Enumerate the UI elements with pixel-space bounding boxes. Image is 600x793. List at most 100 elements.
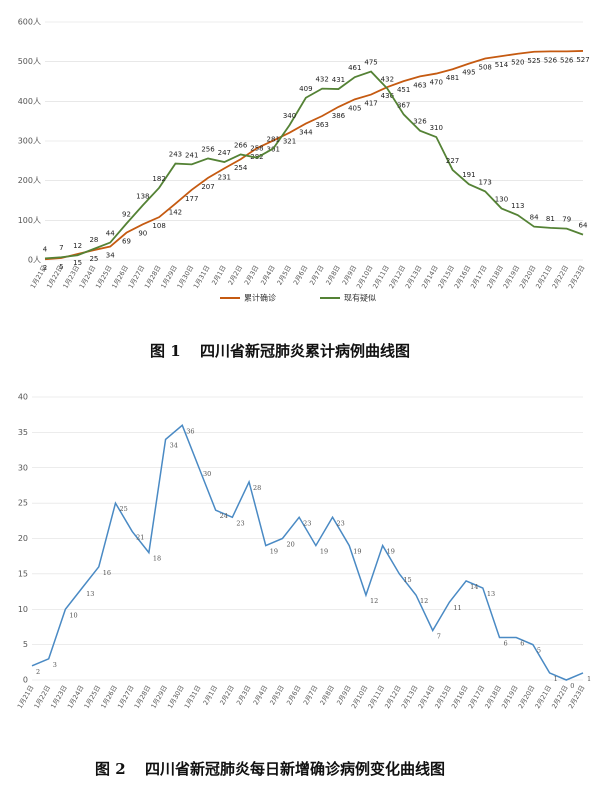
x-tick-label: 2月4日 xyxy=(252,684,270,706)
data-label: 90 xyxy=(138,229,147,237)
data-label: 191 xyxy=(462,171,475,179)
y-tick-label: 40 xyxy=(18,393,28,402)
data-label: 475 xyxy=(364,59,377,67)
data-label: 461 xyxy=(348,64,361,72)
data-label: 432 xyxy=(381,76,394,84)
data-label: 417 xyxy=(364,100,377,108)
data-label: 451 xyxy=(397,86,410,94)
data-label: 10 xyxy=(69,611,77,619)
data-label: 310 xyxy=(430,124,443,132)
data-label: 514 xyxy=(495,61,509,69)
data-label: 4 xyxy=(43,245,48,253)
data-label: 34 xyxy=(170,441,178,449)
y-tick-label: 20 xyxy=(18,534,28,543)
data-label: 367 xyxy=(397,101,410,109)
data-label: 5 xyxy=(59,263,63,271)
data-label: 344 xyxy=(299,129,313,137)
y-tick-label: 35 xyxy=(18,428,28,437)
data-label: 340 xyxy=(283,112,296,120)
data-label: 36 xyxy=(186,427,194,435)
data-label: 6 xyxy=(504,640,508,648)
data-label: 386 xyxy=(332,112,346,120)
data-label: 19 xyxy=(353,548,361,556)
data-label: 495 xyxy=(462,69,475,77)
data-label: 258 xyxy=(250,145,263,153)
caption: 四川省新冠肺炎累计病例曲线图 xyxy=(200,342,410,360)
data-label: 19 xyxy=(270,548,278,556)
x-tick-label: 2月3日 xyxy=(243,264,261,286)
data-label: 12 xyxy=(73,242,82,250)
x-tick-label: 2月8日 xyxy=(318,684,336,706)
data-label: 19 xyxy=(320,548,328,556)
data-label: 11 xyxy=(453,604,461,612)
data-label: 281 xyxy=(267,136,280,144)
x-tick-label: 2月7日 xyxy=(308,264,326,286)
data-label: 526 xyxy=(560,56,574,64)
data-label: 254 xyxy=(234,164,248,172)
data-label: 247 xyxy=(218,149,231,157)
data-label: 64 xyxy=(579,222,588,230)
data-label: 243 xyxy=(169,151,182,159)
data-label: 138 xyxy=(136,192,149,200)
data-label: 79 xyxy=(562,216,571,224)
y-tick-label: 500人 xyxy=(18,57,41,66)
data-label: 142 xyxy=(169,209,182,217)
data-label: 108 xyxy=(152,222,165,230)
data-label: 0 xyxy=(570,682,574,690)
data-label: 527 xyxy=(576,56,589,64)
data-label: 436 xyxy=(381,92,395,100)
x-tick-label: 2月5日 xyxy=(275,264,293,286)
data-label: 182 xyxy=(152,175,165,183)
data-label: 1 xyxy=(587,675,591,683)
data-label: 23 xyxy=(236,519,244,527)
x-tick-label: 2月6日 xyxy=(285,684,303,706)
data-label: 28 xyxy=(253,484,261,492)
data-label: 3 xyxy=(53,661,57,669)
y-tick-label: 0 xyxy=(23,676,28,685)
caption: 四川省新冠肺炎每日新增确诊病例变化曲线图 xyxy=(145,760,445,778)
data-label: 241 xyxy=(185,151,198,159)
x-tick-label: 2月5日 xyxy=(268,684,286,706)
data-label: 81 xyxy=(546,215,555,223)
data-label: 525 xyxy=(527,57,540,65)
x-tick-label: 2月9日 xyxy=(335,684,353,706)
data-label: 15 xyxy=(73,259,82,267)
data-label: 231 xyxy=(218,173,231,181)
data-label: 177 xyxy=(185,195,198,203)
y-tick-label: 25 xyxy=(18,499,28,508)
data-label: 321 xyxy=(283,138,296,146)
x-tick-label: 2月1日 xyxy=(202,684,220,706)
caption-number: 图 1 xyxy=(150,342,181,360)
data-label: 130 xyxy=(495,195,508,203)
data-label: 2 xyxy=(36,668,40,676)
data-label: 409 xyxy=(299,85,312,93)
x-tick-label: 1月31日 xyxy=(183,684,203,710)
data-label: 266 xyxy=(234,141,248,149)
y-tick-label: 0人 xyxy=(28,256,41,265)
y-tick-label: 5 xyxy=(23,640,28,649)
data-label: 14 xyxy=(470,583,478,591)
data-label: 526 xyxy=(544,56,558,64)
data-label: 92 xyxy=(122,211,131,219)
y-tick-label: 400人 xyxy=(18,97,41,106)
data-label: 28 xyxy=(89,236,98,244)
legend-label: 累计确诊 xyxy=(244,293,276,303)
data-label: 431 xyxy=(332,76,345,84)
legend-label: 现有疑似 xyxy=(344,293,376,303)
data-label: 34 xyxy=(106,252,115,260)
data-label: 19 xyxy=(387,548,395,556)
data-label: 23 xyxy=(303,519,311,527)
data-label: 13 xyxy=(487,590,495,598)
y-tick-label: 200人 xyxy=(18,176,41,185)
data-label: 463 xyxy=(413,81,426,89)
line xyxy=(31,424,584,681)
data-label: 20 xyxy=(286,541,294,549)
data-label: 15 xyxy=(403,576,411,584)
data-label: 69 xyxy=(122,238,131,246)
x-tick-label: 2月1日 xyxy=(210,264,228,286)
data-label: 405 xyxy=(348,104,361,112)
data-label: 13 xyxy=(86,590,94,598)
data-label: 363 xyxy=(315,121,328,129)
